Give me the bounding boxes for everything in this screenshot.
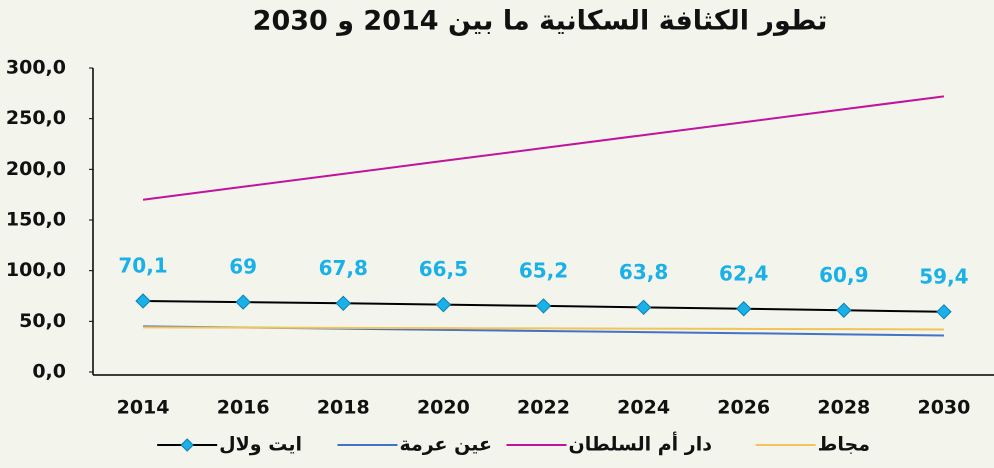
- legend-label: عين عرمة: [399, 434, 492, 456]
- series-line: [142, 95, 945, 201]
- value-label: 70,1: [118, 253, 167, 277]
- x-tick-label: 2022: [517, 397, 570, 419]
- x-tick-label: 2016: [217, 397, 270, 419]
- x-tick-label: 2018: [317, 397, 370, 419]
- value-label: 67,8: [319, 256, 368, 280]
- x-tick-label: 2030: [917, 397, 970, 419]
- marker: [135, 293, 151, 309]
- x-tick-label: 2020: [417, 397, 470, 419]
- x-tick-label: 2026: [717, 397, 770, 419]
- value-label: 60,9: [819, 263, 868, 287]
- y-tick-label: 150,0: [6, 209, 66, 231]
- series-line: [143, 326, 944, 331]
- legend-label: دار أم السلطان: [569, 432, 713, 456]
- legend-label: مجاط: [818, 434, 870, 456]
- x-tick-label: 2014: [117, 397, 170, 419]
- value-label: 63,8: [619, 260, 668, 284]
- marker: [535, 298, 552, 314]
- marker: [635, 299, 652, 316]
- marker: [235, 294, 251, 310]
- x-tick-label: 2024: [617, 397, 670, 419]
- y-tick-label: 200,0: [6, 158, 66, 180]
- marker: [936, 304, 952, 320]
- value-label: 69: [229, 255, 257, 279]
- marker: [836, 302, 852, 318]
- y-tick-label: 50,0: [19, 310, 66, 332]
- marker: [736, 301, 752, 317]
- x-tick-label: 2028: [817, 397, 870, 419]
- value-label: 62,4: [719, 261, 768, 285]
- value-label: 59,4: [919, 264, 968, 288]
- y-tick-label: 250,0: [6, 107, 66, 129]
- legend-marker: [180, 438, 194, 452]
- chart-title: تطور الكثافة السكانية ما بين 2014 و 2030: [253, 6, 828, 37]
- value-label: 65,2: [519, 258, 568, 282]
- legend-label: ايت ولال: [219, 434, 302, 456]
- y-tick-label: 0,0: [32, 361, 66, 383]
- y-tick-label: 100,0: [6, 259, 66, 281]
- value-label: 66,5: [419, 257, 468, 281]
- marker: [435, 296, 452, 313]
- y-tick-label: 300,0: [6, 57, 66, 79]
- marker: [335, 295, 351, 312]
